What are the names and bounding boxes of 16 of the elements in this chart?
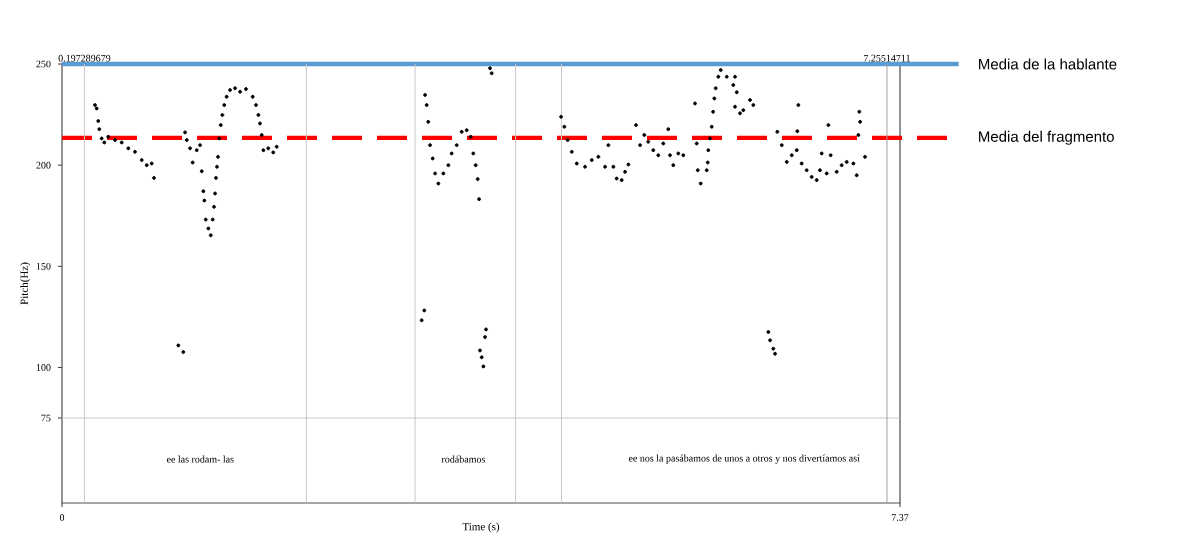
y-tick-label: 75 [41,414,51,422]
x-tick-label: 0 [59,514,65,521]
y-tick-label: 150 [36,262,51,270]
ref-line-label: Media del fragmento [979,130,1114,145]
annotation: ee nos la pasábamos de unos a otros y nos divertíamos así [628,454,860,464]
x-axis-title: Time (s) [462,522,500,533]
y-tick-label: 250 [36,60,51,68]
annotation: ee las rodam- las [166,455,234,463]
ref-line-label: 7.25514711 [864,54,910,62]
y-tick-label: 100 [36,364,51,371]
ref-line-label: 0.197289679 [58,54,111,62]
y-tick-label: 200 [36,161,51,169]
annotation: rodábamos [441,455,486,463]
x-tick-label: 7.37 [891,514,909,521]
y-axis-title: Pitch(Hz) [20,262,31,305]
ref-line-label: Media de la hablante [979,58,1117,70]
